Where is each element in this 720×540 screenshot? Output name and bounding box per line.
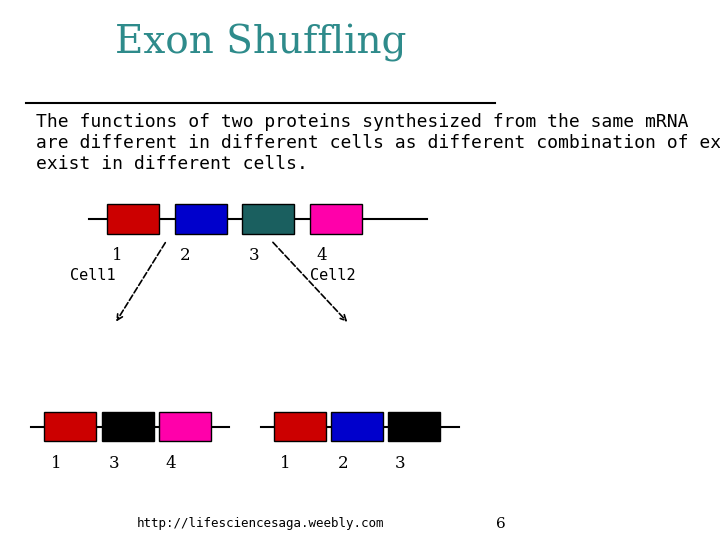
Text: Cell2: Cell2 [310,268,356,283]
Text: 2: 2 [180,247,190,264]
FancyBboxPatch shape [310,204,362,233]
Text: The functions of two proteins synthesized from the same mRNA
are different in di: The functions of two proteins synthesize… [37,113,720,173]
Text: 2: 2 [338,455,348,472]
Text: http://lifesciencesaga.weebly.com: http://lifesciencesaga.weebly.com [137,517,384,530]
FancyBboxPatch shape [243,204,294,233]
Text: 3: 3 [108,455,119,472]
FancyBboxPatch shape [159,411,211,442]
Text: 3: 3 [249,247,260,264]
FancyBboxPatch shape [45,411,96,442]
FancyBboxPatch shape [174,204,227,233]
FancyBboxPatch shape [331,411,383,442]
Text: Exon Shuffling: Exon Shuffling [115,24,406,62]
Text: 4: 4 [166,455,176,472]
Text: 1: 1 [280,455,291,472]
Text: 4: 4 [317,247,328,264]
FancyBboxPatch shape [274,411,325,442]
Text: 1: 1 [51,455,62,472]
Text: 6: 6 [496,517,505,531]
FancyBboxPatch shape [388,411,441,442]
Text: Cell1: Cell1 [71,268,116,283]
Text: 3: 3 [395,455,405,472]
FancyBboxPatch shape [102,411,154,442]
Text: 1: 1 [112,247,122,264]
FancyBboxPatch shape [107,204,159,233]
